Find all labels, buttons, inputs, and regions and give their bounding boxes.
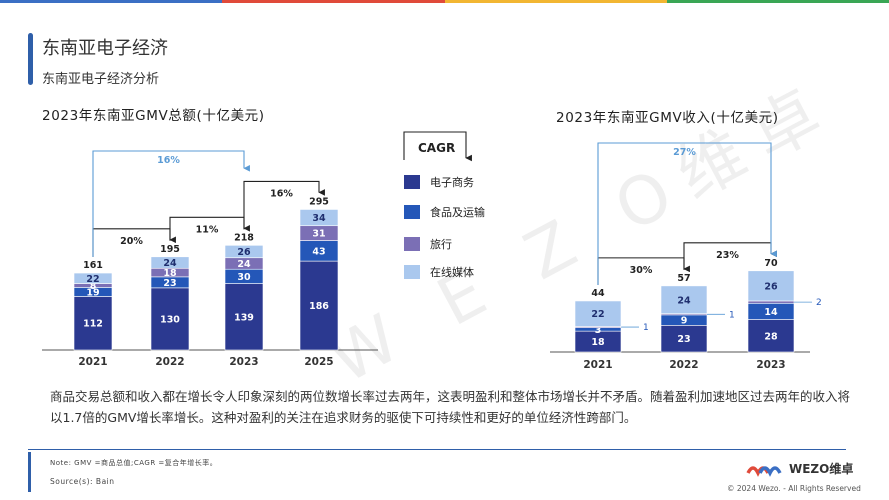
- bar-segment: [574, 300, 622, 327]
- bar-segment-label: 23: [677, 334, 690, 345]
- copyright: © 2024 Wezo. - All Rights Reserved: [727, 484, 861, 493]
- legend-cagr: CAGR: [418, 141, 455, 155]
- chart2-title: 2023年东南亚GMV收入(十亿美元): [556, 110, 779, 126]
- chart1-title: 2023年东南亚GMV总额(十亿美元): [42, 108, 265, 124]
- legend-label-travel: 旅行: [430, 238, 452, 251]
- bar-total-label: 195: [160, 244, 180, 255]
- legend-label-media: 在线媒体: [430, 266, 474, 279]
- bar-segment-label: 24: [677, 295, 691, 306]
- bar-segment: [150, 256, 190, 269]
- legend-cagr-arrow: [403, 131, 472, 162]
- bar-total-label: 218: [234, 232, 254, 243]
- bar-segment-label: 22: [591, 309, 604, 320]
- bar-segment-label: 18: [591, 337, 605, 348]
- growth-label: 11%: [196, 224, 219, 235]
- brand-name: WEZO维卓: [789, 462, 854, 476]
- legend-swatch-ecommerce: [404, 175, 420, 189]
- source-note: Source(s): Bain: [50, 477, 115, 486]
- growth-label: 23%: [716, 250, 739, 261]
- legend-item-food: 食品及运输: [404, 204, 485, 220]
- bar-segment: [747, 319, 795, 353]
- bar-segment-label: 26: [764, 281, 778, 292]
- bar-segment: [299, 209, 339, 227]
- bar-segment: [224, 245, 264, 259]
- bar-segment-label: 24: [163, 258, 177, 269]
- growth-label: 30%: [630, 265, 653, 276]
- bar-segment-label: 22: [86, 274, 99, 285]
- growth-arrow: [243, 180, 325, 230]
- top-color-bar: [0, 0, 889, 3]
- bar-segment-label: 34: [312, 213, 326, 224]
- legend-item-media: 在线媒体: [404, 264, 474, 280]
- x-tick-label: 2023: [229, 356, 258, 368]
- bar-segment: [299, 260, 339, 351]
- legend-label-food: 食品及运输: [430, 206, 485, 219]
- bar-segment-label: 14: [764, 307, 778, 318]
- legend-label-ecommerce: 电子商务: [430, 176, 474, 189]
- bar-segment-label: 139: [234, 312, 254, 323]
- bar-segment-label: 30: [237, 272, 251, 283]
- x-tick-label: 2022: [669, 359, 698, 371]
- legend-item-travel: 旅行: [404, 236, 452, 252]
- bar-segment-label: 18: [163, 268, 177, 279]
- legend-swatch-travel: [404, 237, 420, 251]
- bar-segment-label: 112: [83, 319, 103, 330]
- x-tick-label: 2023: [756, 359, 785, 371]
- bar-segment-label: 8: [90, 281, 97, 292]
- legend-swatch-food: [404, 205, 420, 219]
- bar-segment-label: 9: [681, 316, 688, 327]
- bar-segment-label: 186: [309, 301, 329, 312]
- bar-segment-label: 130: [160, 314, 180, 325]
- bar-total-label: 161: [83, 260, 103, 271]
- bar-segment: [150, 287, 190, 351]
- cagr-label: 27%: [673, 147, 696, 158]
- footer-accent-bar: [28, 452, 31, 492]
- growth-label: 16%: [270, 188, 293, 199]
- page-subtitle: 东南亚电子经济分析: [42, 72, 160, 87]
- x-tick-label: 2025: [304, 356, 333, 368]
- legend-cagr-label: CAGR: [418, 141, 456, 155]
- side-value-label: 1: [729, 310, 735, 320]
- brand-logo: WEZO维卓: [746, 460, 853, 477]
- bar-segment-label: 24: [237, 259, 251, 270]
- bar-segment: [660, 285, 708, 315]
- x-tick-label: 2021: [78, 356, 107, 368]
- brand-logo-icon: [746, 465, 782, 477]
- bar-segment: [747, 270, 795, 302]
- bar-segment-label: 28: [764, 331, 778, 342]
- footer-divider: [28, 449, 846, 450]
- side-value-label: 1: [643, 323, 649, 333]
- legend-item-ecommerce: 电子商务: [404, 174, 474, 190]
- growth-label: 20%: [120, 236, 143, 247]
- page-title: 东南亚电子经济: [42, 38, 168, 59]
- bar-total-label: 44: [591, 288, 605, 299]
- bar-segment: [73, 272, 113, 284]
- side-value-label: 2: [816, 298, 822, 308]
- bar-total-label: 295: [309, 196, 329, 207]
- x-tick-label: 2022: [155, 356, 184, 368]
- bar-total-label: 70: [764, 258, 778, 269]
- bar-segment-label: 19: [86, 287, 99, 298]
- cagr-arrow: [92, 150, 250, 258]
- bar-segment-label: 31: [312, 229, 325, 240]
- cagr-arrow: [597, 142, 777, 285]
- bar-segment: [224, 283, 264, 351]
- title-accent-bar: [28, 33, 33, 85]
- summary-paragraph: 商品交易总额和收入都在增长令人印象深刻的两位数增长率过去两年，这表明盈利和整体市…: [50, 389, 851, 425]
- x-tick-label: 2021: [583, 359, 612, 371]
- bar-segment: [73, 296, 113, 351]
- bar-segment: [747, 300, 795, 304]
- bar-total-label: 57: [677, 273, 690, 284]
- bar-segment-label: 3: [595, 325, 602, 336]
- bar-segment-label: 26: [237, 247, 251, 258]
- legend-swatch-media: [404, 265, 420, 279]
- footnote: Note: GMV =商品总值;CAGR =复合年增长率。: [50, 459, 218, 467]
- bar-segment-label: 43: [312, 246, 325, 257]
- bar-segment-label: 23: [163, 278, 176, 289]
- cagr-label: 16%: [157, 155, 180, 166]
